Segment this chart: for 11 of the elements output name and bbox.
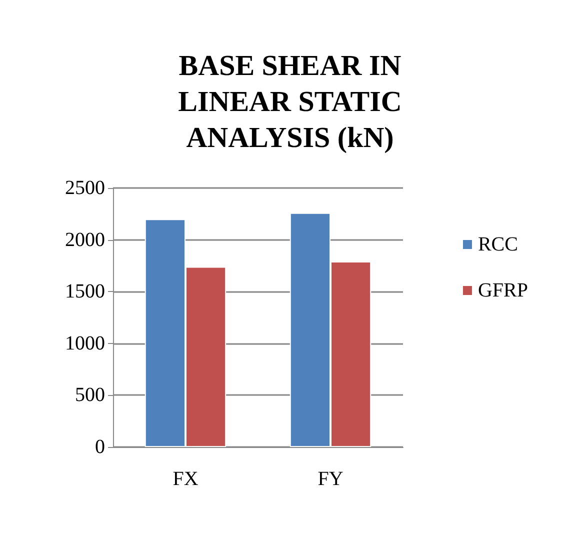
x-tick-label: FY bbox=[318, 468, 344, 490]
y-tick-label: 1500 bbox=[65, 280, 105, 303]
legend-label: RCC bbox=[478, 234, 518, 256]
y-tick-label: 0 bbox=[95, 436, 105, 458]
y-tick-label: 1000 bbox=[65, 332, 105, 354]
legend-label: GFRP bbox=[478, 280, 528, 302]
y-tick-label: 2500 bbox=[65, 177, 105, 199]
chart-title: BASE SHEAR IN LINEAR STATIC ANALYSIS (kN) bbox=[178, 50, 402, 154]
x-tick-label: FX bbox=[172, 468, 199, 490]
y-tick-label: 2000 bbox=[65, 228, 105, 251]
y-tick-label: 500 bbox=[75, 384, 105, 406]
